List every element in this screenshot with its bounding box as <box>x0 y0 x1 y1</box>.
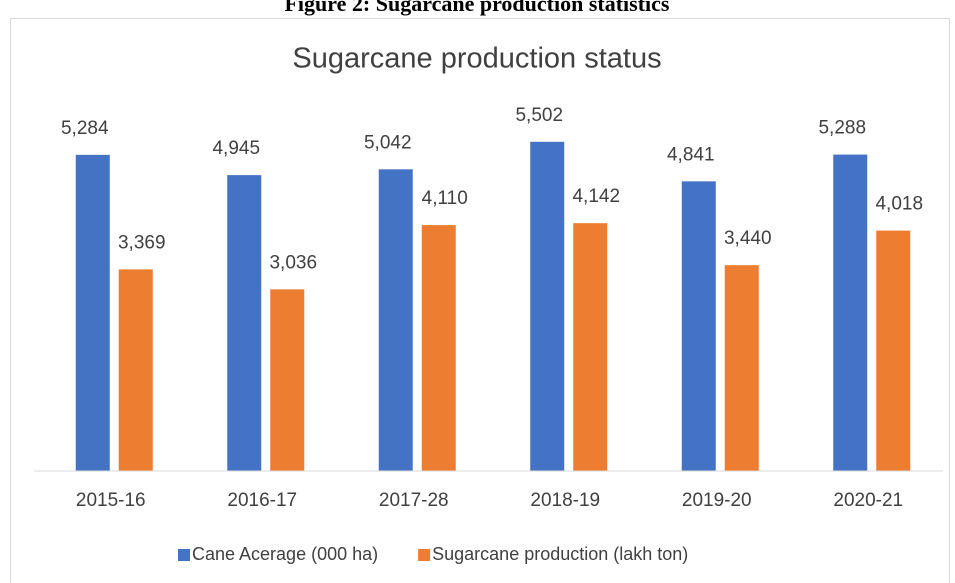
legend-swatch <box>418 549 431 561</box>
data-label: 5,284 <box>61 118 109 139</box>
bar <box>876 230 911 471</box>
chart-border <box>10 18 950 583</box>
data-label: 4,110 <box>422 188 468 209</box>
bar <box>530 141 565 471</box>
x-tick-label: 2018-19 <box>530 490 600 511</box>
legend-label: Cane Acerage (000 ha) <box>192 544 378 564</box>
bar <box>573 223 608 471</box>
data-label: 4,018 <box>875 194 923 215</box>
data-label: 5,502 <box>515 105 563 126</box>
x-tick-label: 2017-28 <box>379 490 449 511</box>
bar <box>681 181 716 471</box>
bar <box>270 289 305 471</box>
x-tick-label: 2019-20 <box>682 490 752 511</box>
data-label: 3,036 <box>269 252 317 273</box>
legend-swatch <box>178 549 190 561</box>
bar <box>118 269 153 471</box>
chart-title: Sugarcane production status <box>292 43 661 75</box>
x-tick-label: 2015-16 <box>76 490 146 511</box>
bar <box>378 169 413 472</box>
x-tick-label: 2020-21 <box>833 490 903 511</box>
bar <box>421 225 456 471</box>
data-label: 4,142 <box>572 186 620 207</box>
bar <box>724 265 759 471</box>
legend-label: Sugarcane production (lakh ton) <box>432 544 688 564</box>
figure-title: Figure 2: Sugarcane production statistic… <box>284 0 669 16</box>
data-label: 5,288 <box>818 118 866 139</box>
data-label: 3,440 <box>724 228 772 249</box>
bar <box>833 154 868 472</box>
data-label: 3,369 <box>118 232 166 253</box>
x-tick-label: 2016-17 <box>227 490 297 511</box>
bar <box>75 154 110 471</box>
data-label: 5,042 <box>364 132 412 153</box>
data-label: 4,945 <box>212 138 260 159</box>
bar <box>227 175 262 472</box>
data-label: 4,841 <box>667 144 715 165</box>
